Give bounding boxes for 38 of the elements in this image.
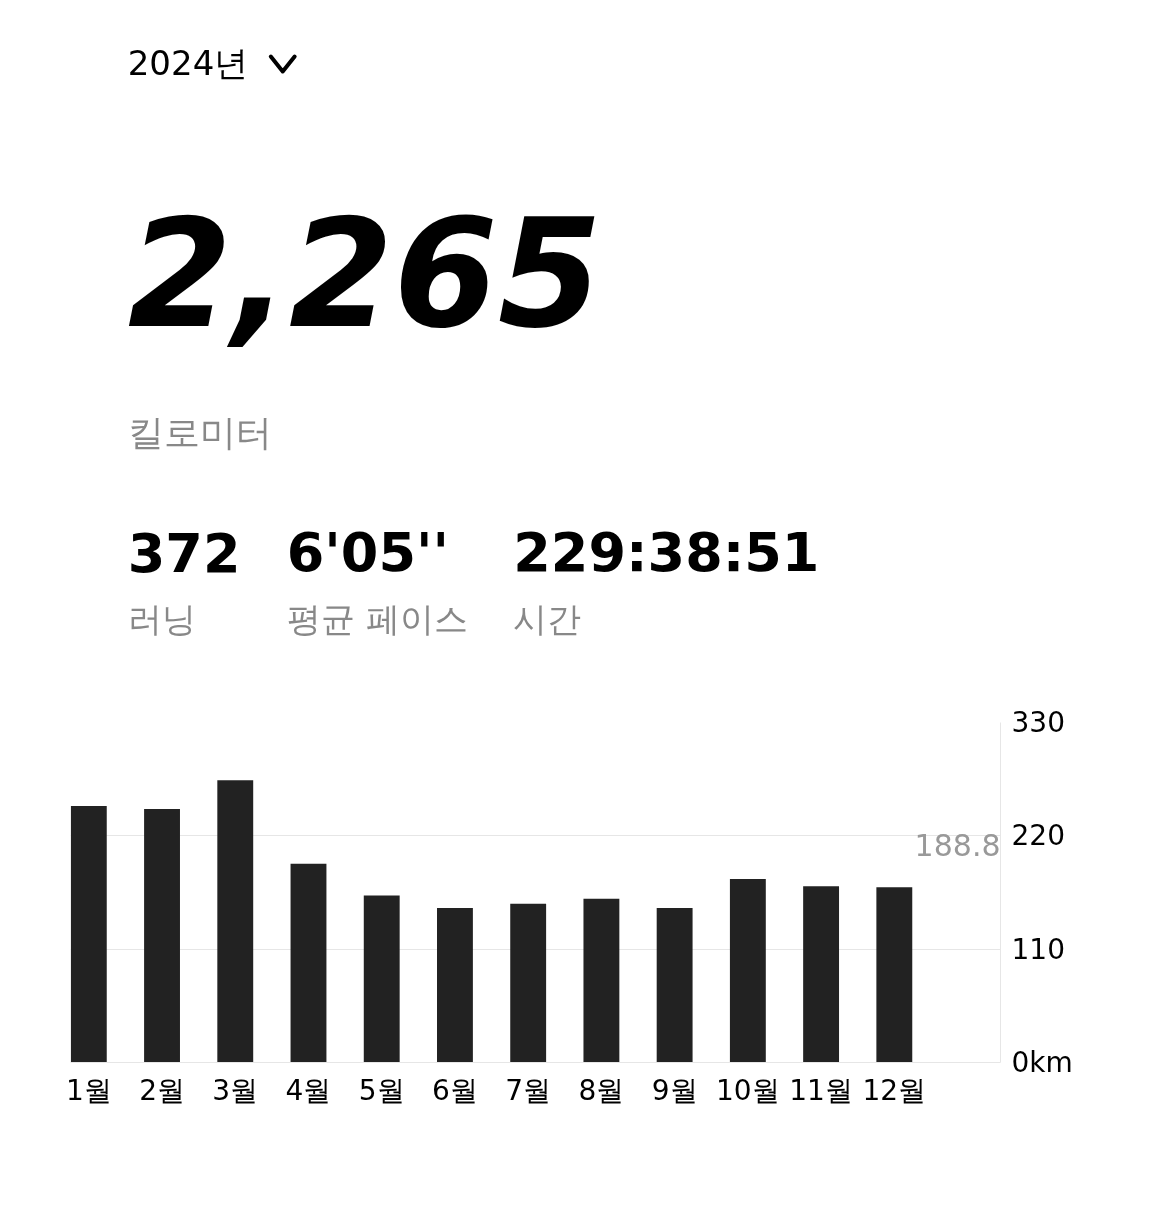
bar xyxy=(437,907,473,1063)
text: 시간 xyxy=(513,598,582,639)
x-tick-label: 4월 xyxy=(285,1073,332,1107)
bar xyxy=(144,809,180,1063)
bar xyxy=(583,898,620,1063)
bar xyxy=(510,903,547,1063)
bar xyxy=(363,895,400,1063)
x-tick-label: 6월 xyxy=(432,1073,478,1107)
x-tick-label: 10월 xyxy=(716,1073,780,1107)
x-tick-label: 7월 xyxy=(505,1073,552,1107)
bar xyxy=(290,863,327,1063)
text: 러닝 xyxy=(127,598,196,639)
bar xyxy=(803,886,840,1063)
bar xyxy=(217,780,254,1063)
bar xyxy=(876,887,913,1063)
y-tick-label: 0km xyxy=(1011,1046,1073,1079)
chart-title: 2024년 xyxy=(127,42,249,83)
y-tick-label: 220 xyxy=(1011,819,1065,853)
x-tick-label: 9월 xyxy=(651,1073,698,1107)
x-tick-label: 1월 xyxy=(65,1073,112,1107)
y-tick-label: 330 xyxy=(1011,706,1065,739)
x-tick-label: 8월 xyxy=(578,1073,625,1107)
text: 372 xyxy=(127,522,241,585)
bar xyxy=(729,879,766,1063)
x-tick-label: 11월 xyxy=(789,1073,853,1107)
x-tick-label: 3월 xyxy=(212,1073,259,1107)
bar xyxy=(656,907,693,1063)
text: 킬로미터 xyxy=(127,412,272,453)
text: 평균 페이스 xyxy=(286,598,468,639)
text: 229:38:51 xyxy=(513,521,820,584)
chart-subtitle: 2,265 xyxy=(127,186,603,361)
x-tick-label: 5월 xyxy=(358,1073,405,1107)
annotation: 188.8 xyxy=(914,827,1001,863)
y-tick-label: 110 xyxy=(1011,932,1065,966)
bar xyxy=(70,805,107,1063)
x-tick-label: 12월 xyxy=(862,1073,927,1107)
x-tick-label: 2월 xyxy=(139,1073,185,1107)
text: 6'05'' xyxy=(286,521,450,584)
